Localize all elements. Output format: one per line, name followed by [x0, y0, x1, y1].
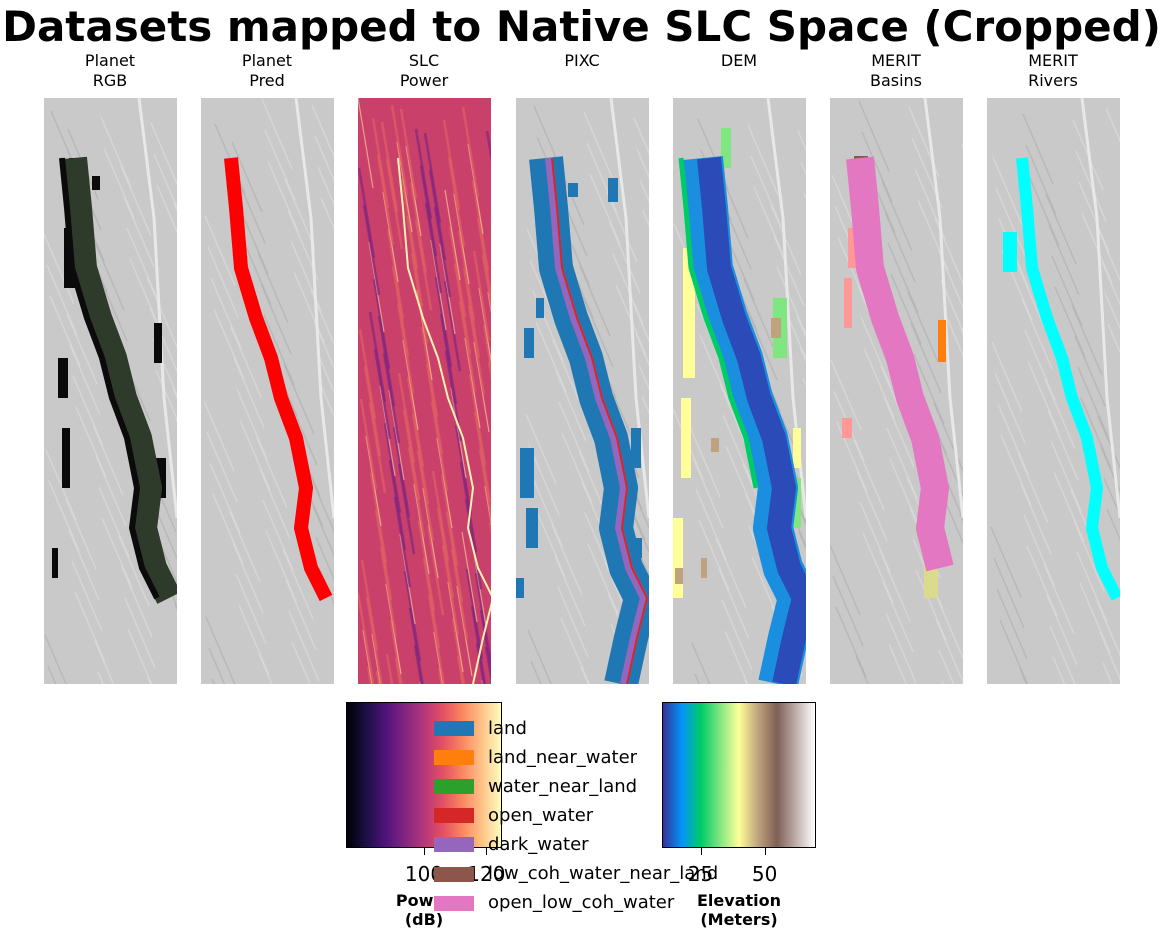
legend-label: low_coh_water_near_land — [488, 863, 719, 885]
river-cyan-blob — [1003, 232, 1017, 272]
legend-item: land — [434, 714, 718, 743]
legend-item: land_near_water — [434, 743, 718, 772]
legend-item: dark_water — [434, 830, 718, 859]
pixc-land-blob — [516, 578, 524, 598]
pixc-land-blob — [526, 508, 538, 548]
panel-title-slc-power: SLC Power — [399, 51, 449, 90]
panel-planet-rgb — [44, 98, 177, 684]
panel-slc-power — [358, 98, 491, 684]
elevation-colorbar-tick-label: 50 — [751, 862, 778, 886]
panel-title-planet-rgb: Planet RGB — [84, 51, 136, 90]
panel-pixc — [516, 98, 649, 684]
basin-salmon — [842, 418, 852, 438]
pixc-land-blob — [520, 448, 534, 498]
power-colorbar — [346, 702, 502, 848]
legend-label: water_near_land — [488, 775, 638, 797]
power-colorbar-tick — [424, 848, 425, 855]
water-mask-blob — [154, 323, 162, 363]
basin-orange — [938, 320, 946, 362]
panel-merit-basins-image — [830, 98, 963, 684]
pixc-land-blob — [568, 183, 578, 197]
legend-label: open_water — [488, 804, 594, 826]
panel-dem — [673, 98, 806, 684]
pixc-land-blob — [524, 328, 534, 358]
panel-slc-power-image — [358, 98, 491, 684]
panel-merit-basins — [830, 98, 963, 684]
water-mask-blob — [58, 358, 68, 398]
legend-swatch — [434, 808, 474, 824]
panel-dem-image — [673, 98, 806, 684]
water-mask-blob — [52, 548, 58, 578]
elevation-colorbar-tick-label: 25 — [687, 862, 714, 886]
dem-high-blob — [771, 318, 781, 338]
elevation-colorbar — [662, 702, 816, 848]
pixc-open-water — [551, 157, 648, 684]
planet-rgb-river — [61, 156, 177, 604]
pixc-land-blob — [536, 298, 544, 318]
water-mask-blob — [62, 428, 70, 488]
legend-item: open_low_coh_water — [434, 889, 718, 918]
power-colorbar-tick — [486, 848, 488, 855]
pixc-class-legend: land land_near_water water_near_land ope… — [434, 714, 718, 918]
legend-item: water_near_land — [434, 772, 718, 801]
dem-low-blob — [793, 428, 801, 468]
elevation-colorbar-tick — [700, 848, 702, 855]
legend-swatch — [434, 721, 474, 737]
legend-swatch — [434, 895, 474, 911]
panel-title-merit-rivers: MERIT Rivers — [1028, 51, 1078, 90]
figure-title: Datasets mapped to Native SLC Space (Cro… — [2, 2, 1161, 51]
dem-mid-blob — [721, 128, 731, 168]
panel-planet-pred-image — [201, 98, 334, 684]
panel-title-merit-basins: MERIT Basins — [869, 51, 923, 90]
panel-title-planet-pred: Planet Pred — [241, 51, 293, 90]
dem-low-blob — [673, 518, 683, 598]
legend-item: open_water — [434, 801, 718, 830]
panel-title-dem: DEM — [720, 51, 758, 70]
dem-high-blob — [675, 568, 683, 584]
legend-label: land — [488, 717, 527, 739]
dem-river-bank — [678, 157, 759, 489]
legend-label: dark_water — [488, 833, 589, 855]
slc-power-river-edge — [397, 157, 491, 684]
pixc-land-blob — [631, 428, 641, 468]
legend-label: open_low_coh_water — [488, 892, 675, 914]
dem-high-blob — [701, 558, 707, 578]
panel-pixc-image — [516, 98, 649, 684]
panel-planet-rgb-image — [44, 98, 177, 684]
basin-salmon — [844, 278, 852, 328]
panel-title-pixc: PIXC — [564, 51, 600, 70]
dem-low-blob — [683, 248, 695, 378]
planet-rgb-river-edge — [59, 157, 160, 600]
dem-river — [697, 156, 806, 684]
water-mask-blob — [92, 176, 100, 190]
legend-swatch — [434, 837, 474, 853]
elevation-colorbar-label: Elevation (Meters) — [696, 891, 782, 929]
panel-merit-rivers — [987, 98, 1120, 684]
basin-pink — [846, 156, 954, 572]
legend-item: low_coh_water_near_land — [434, 859, 718, 888]
legend-label: land_near_water — [488, 746, 638, 768]
panel-planet-pred — [201, 98, 334, 684]
water-mask-blob — [156, 458, 166, 498]
legend-swatch — [434, 866, 474, 882]
pixc-land-blob — [608, 178, 618, 202]
planet-pred-river — [224, 157, 333, 602]
dem-high-blob — [711, 438, 719, 452]
dem-low-blob — [681, 398, 691, 478]
panel-merit-rivers-image — [987, 98, 1120, 684]
legend-swatch — [434, 750, 474, 766]
merit-river — [1016, 157, 1120, 601]
elevation-colorbar-tick — [764, 848, 766, 855]
legend-swatch — [434, 779, 474, 795]
pixc-dark-water — [545, 157, 648, 684]
